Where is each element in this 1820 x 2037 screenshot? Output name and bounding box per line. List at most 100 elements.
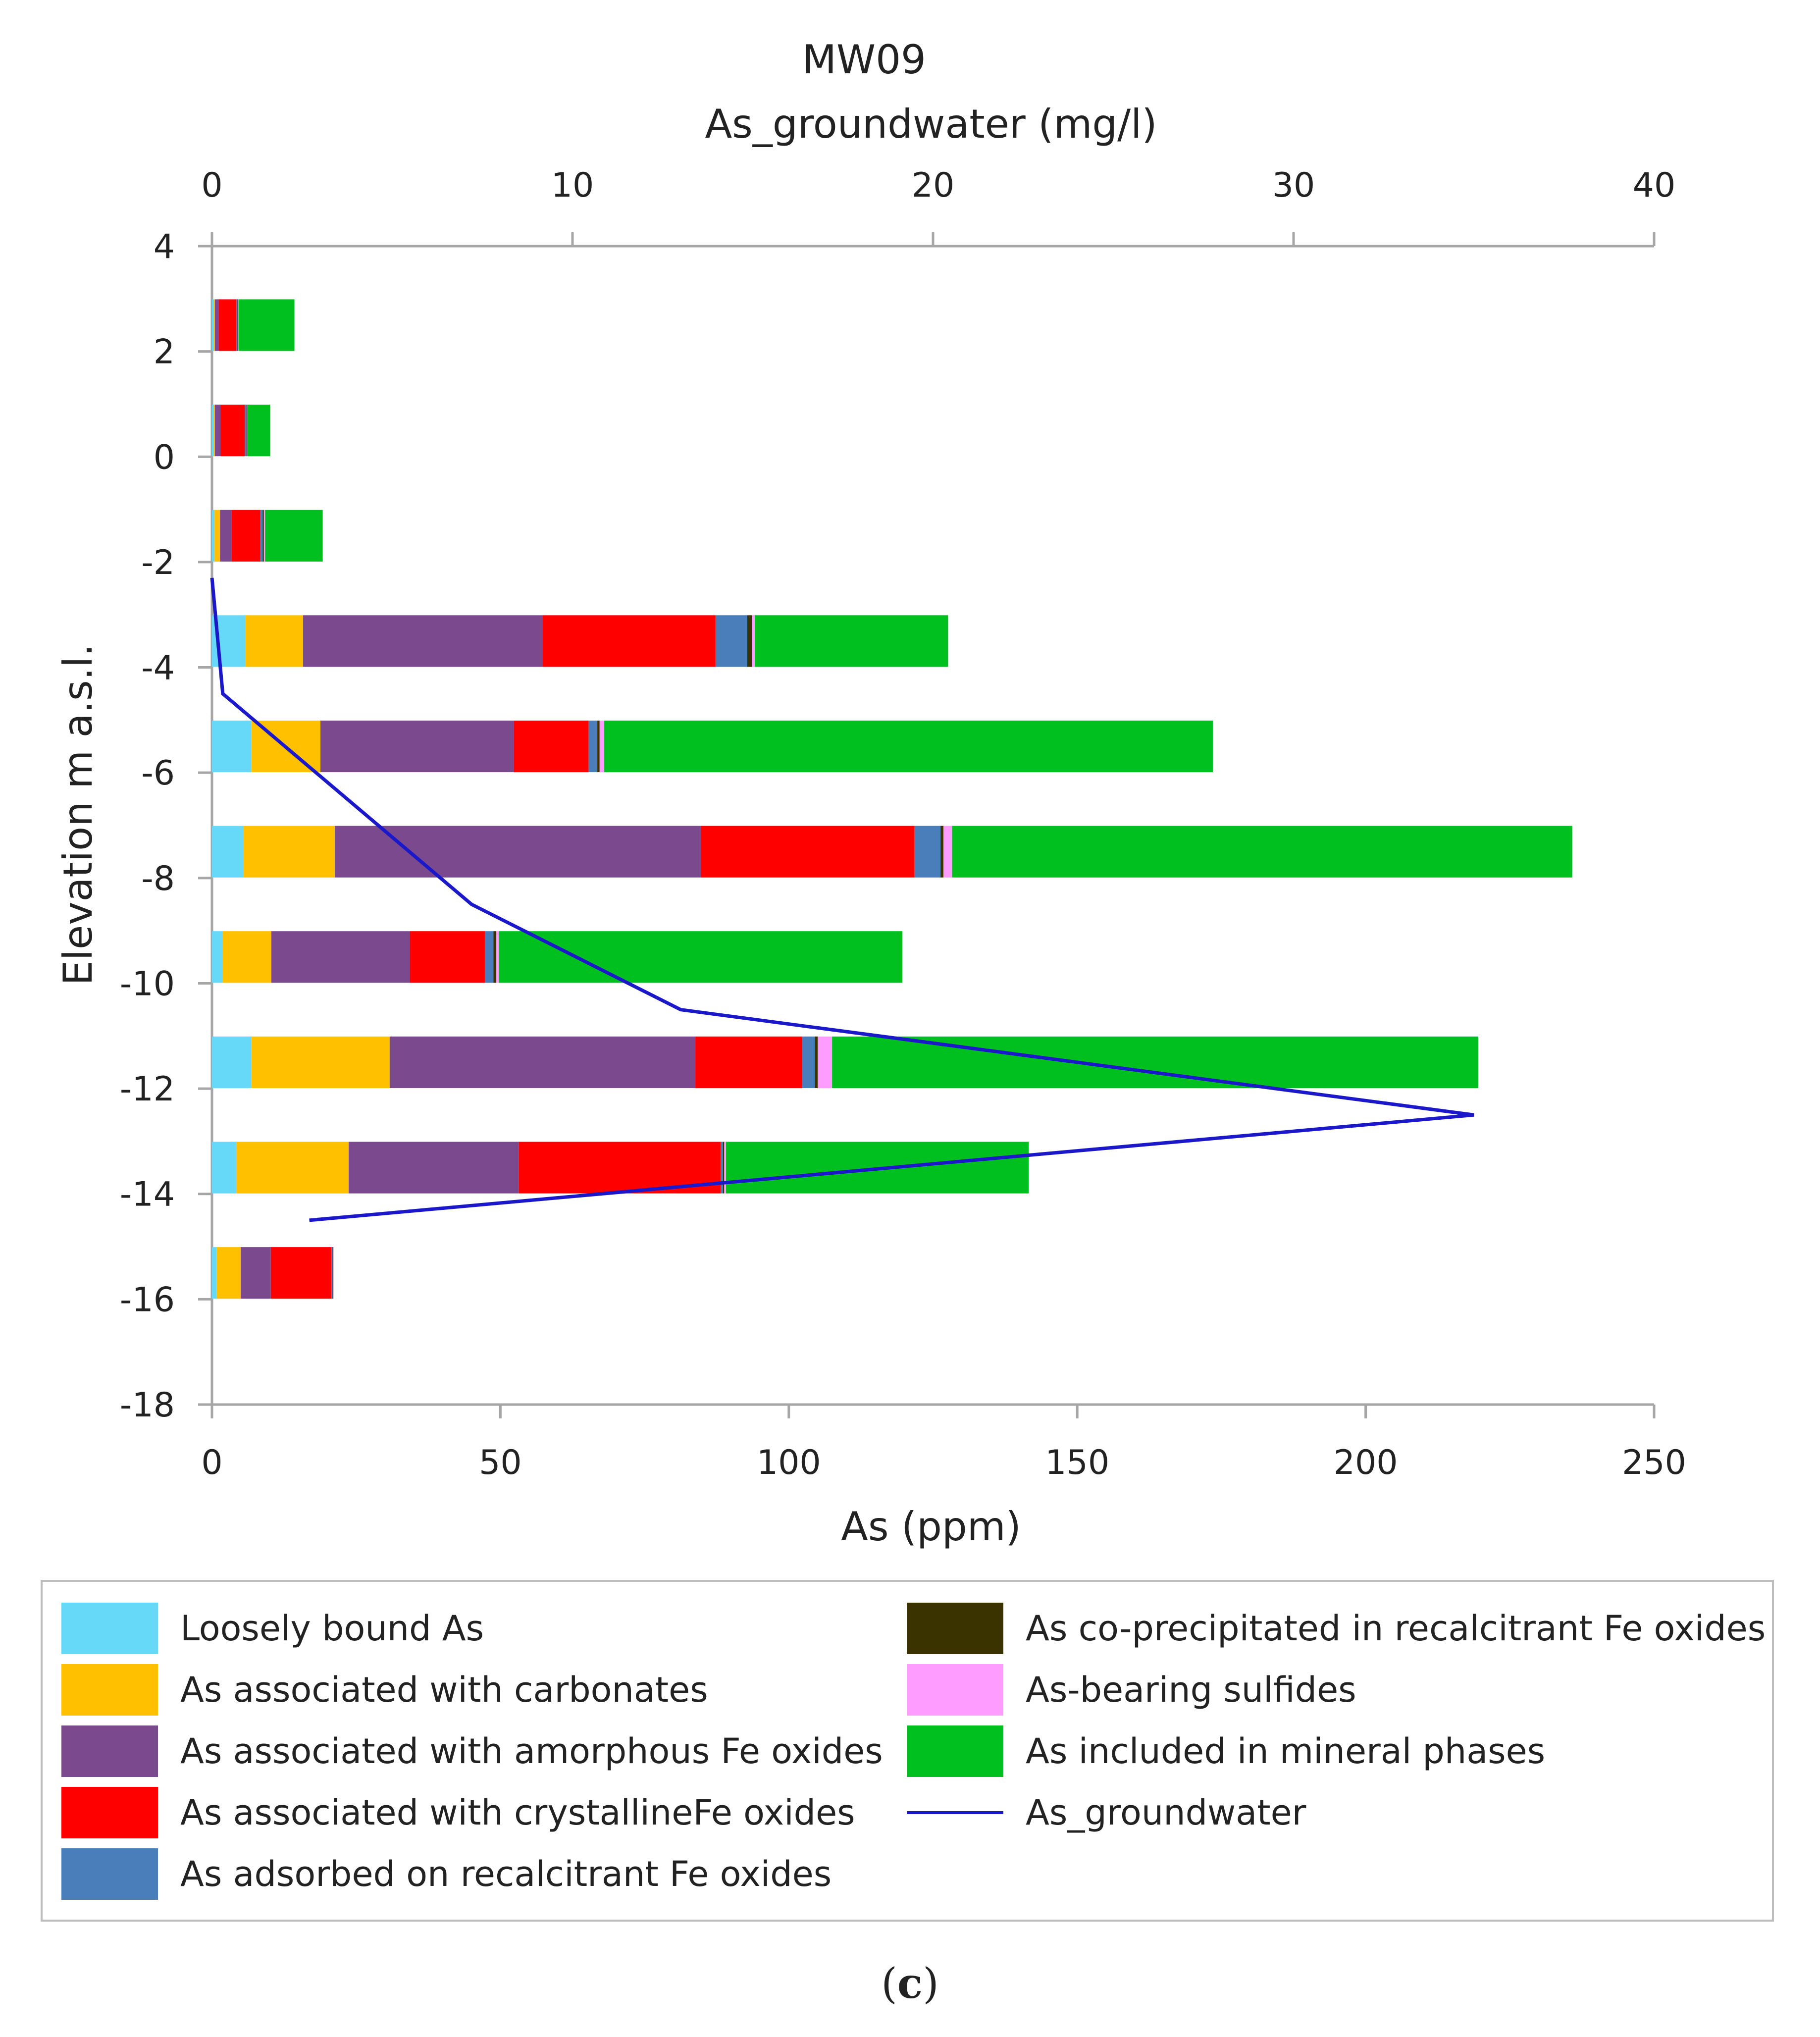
caption-letter: c xyxy=(897,1959,923,2008)
bar-segment xyxy=(265,510,323,562)
bar-segment xyxy=(333,1247,334,1299)
legend-item: As-bearing sulfides xyxy=(907,1664,1356,1716)
legend-label: As included in mineral phases xyxy=(1026,1731,1546,1772)
bar-segment xyxy=(320,720,514,773)
bar-segment xyxy=(604,720,1213,773)
groundwater-line xyxy=(210,577,1474,1222)
bars xyxy=(212,299,1572,1299)
bar-segment xyxy=(222,931,271,983)
bar-segment xyxy=(220,510,232,562)
bar-segment xyxy=(214,405,221,457)
bar-segment xyxy=(747,615,752,667)
legend-label: As associated with crystallineFe oxides xyxy=(180,1792,855,1833)
bar-segment xyxy=(262,510,264,562)
legend-label: As-bearing sulfides xyxy=(1026,1670,1356,1710)
legend-item: As co-precipitated in recalcitrant Fe ox… xyxy=(907,1603,1766,1654)
bar-segment xyxy=(303,615,543,667)
legend: Loosely bound As As associated with carbo… xyxy=(41,1580,1774,1922)
bar-segment xyxy=(721,1142,724,1194)
bar-segment xyxy=(212,720,252,773)
bar-segment xyxy=(724,1142,726,1194)
bar-segment xyxy=(389,1036,696,1089)
bar-segment xyxy=(212,1247,217,1299)
legend-swatch xyxy=(907,1664,1003,1716)
groundwater-line-layer xyxy=(210,577,1474,1222)
bar-segment xyxy=(484,931,494,983)
bar-segment xyxy=(216,1247,241,1299)
bar-segment xyxy=(331,1247,333,1299)
bar-segment xyxy=(213,299,215,351)
legend-item: As adsorbed on recalcitrant Fe oxides xyxy=(61,1848,832,1900)
bottom-tick-label: 150 xyxy=(1045,1443,1109,1482)
legend-swatch xyxy=(907,1603,1003,1654)
bar-segment xyxy=(599,720,605,773)
bar-segment xyxy=(236,1142,349,1194)
bottom-axis-title: As (ppm) xyxy=(841,1504,1021,1550)
bar-segment xyxy=(244,826,335,878)
figure-caption: (c) xyxy=(0,1959,1820,2008)
bar-segment xyxy=(214,510,220,562)
bar-segment xyxy=(752,615,755,667)
bar-segment xyxy=(245,405,246,457)
legend-swatch xyxy=(61,1603,158,1654)
bottom-tick-label: 100 xyxy=(757,1443,821,1482)
bar-segment xyxy=(214,299,219,351)
y-tick-label: -2 xyxy=(141,543,175,582)
bar-segment xyxy=(246,405,247,457)
bar-segment xyxy=(270,1247,332,1299)
legend-swatch xyxy=(61,1848,158,1900)
bottom-tick-label: 250 xyxy=(1622,1443,1686,1482)
bar-segment xyxy=(251,1036,390,1089)
top-tick-label: 0 xyxy=(201,166,222,205)
legend-label: As associated with carbonates xyxy=(180,1670,708,1710)
legend-label: Loosely bound As xyxy=(180,1608,484,1649)
bar-segment xyxy=(802,1036,815,1089)
legend-item: As associated with carbonates xyxy=(61,1664,708,1716)
bar-segment xyxy=(245,615,304,667)
bar-segment xyxy=(514,720,589,773)
bar-segment xyxy=(212,510,214,562)
bar-segment xyxy=(212,931,222,983)
y-tick-label: -16 xyxy=(120,1280,175,1319)
legend-item: As included in mineral phases xyxy=(907,1725,1545,1777)
legend-swatch xyxy=(907,1725,1003,1777)
bar-segment xyxy=(943,826,952,878)
y-tick-label: -8 xyxy=(141,859,175,898)
y-tick-label: -18 xyxy=(120,1386,175,1425)
bar-segment xyxy=(695,1036,802,1089)
top-tick-label: 40 xyxy=(1633,166,1676,205)
bar-segment xyxy=(723,1142,725,1194)
bar-segment xyxy=(241,1247,271,1299)
bar-segment xyxy=(498,931,903,983)
y-tick-label: 2 xyxy=(154,333,175,372)
bar-segment xyxy=(818,1036,832,1089)
y-tick-label: -6 xyxy=(141,754,175,793)
bar-segment xyxy=(940,826,943,878)
y-axis-title: Elevation m a.s.l. xyxy=(55,644,101,986)
bar-segment xyxy=(237,299,238,351)
legend-swatch xyxy=(61,1725,158,1777)
bar-segment xyxy=(231,510,260,562)
top-axis-title: As_groundwater (mg/l) xyxy=(705,101,1157,147)
top-tick-label: 20 xyxy=(912,166,955,205)
chart-title: MW09 xyxy=(802,37,926,83)
bar-segment xyxy=(212,1036,252,1089)
bar-segment xyxy=(715,615,747,667)
bar-segment xyxy=(271,931,410,983)
chart: MW09 As_groundwater (mg/l) As (ppm) Elev… xyxy=(55,37,1686,1550)
bar-segment xyxy=(701,826,915,878)
legend-label: As adsorbed on recalcitrant Fe oxides xyxy=(180,1854,832,1894)
bar-segment xyxy=(349,1142,519,1194)
y-tick-label: 4 xyxy=(154,227,175,266)
legend-item: As associated with crystallineFe oxides xyxy=(61,1787,855,1838)
bar-segment xyxy=(588,720,598,773)
bar-segment xyxy=(218,299,236,351)
bottom-tick-label: 50 xyxy=(479,1443,522,1482)
bar-segment xyxy=(212,826,244,878)
bar-segment xyxy=(542,615,716,667)
y-tick-label: -4 xyxy=(141,649,175,688)
legend-label: As_groundwater xyxy=(1026,1792,1306,1833)
bar-segment xyxy=(263,510,265,562)
legend-item: As_groundwater xyxy=(907,1787,1306,1838)
